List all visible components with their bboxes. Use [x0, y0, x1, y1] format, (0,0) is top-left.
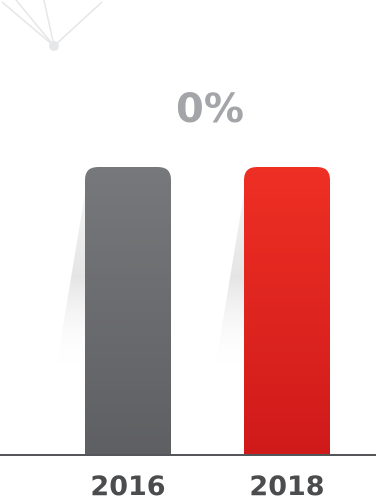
change-percentage-label: 0% [176, 86, 244, 132]
bar-2018 [244, 167, 330, 455]
x-axis-ticks: 2016 2018 [90, 471, 324, 501]
bar-shadow-2016 [55, 181, 87, 375]
network-decoration-icon [1, 0, 103, 51]
bars-group [55, 167, 330, 455]
x-tick-label-2016: 2016 [90, 471, 165, 501]
bar-shadow-2018 [214, 181, 246, 375]
x-tick-label-2018: 2018 [249, 471, 324, 501]
bar-2016 [85, 167, 171, 455]
